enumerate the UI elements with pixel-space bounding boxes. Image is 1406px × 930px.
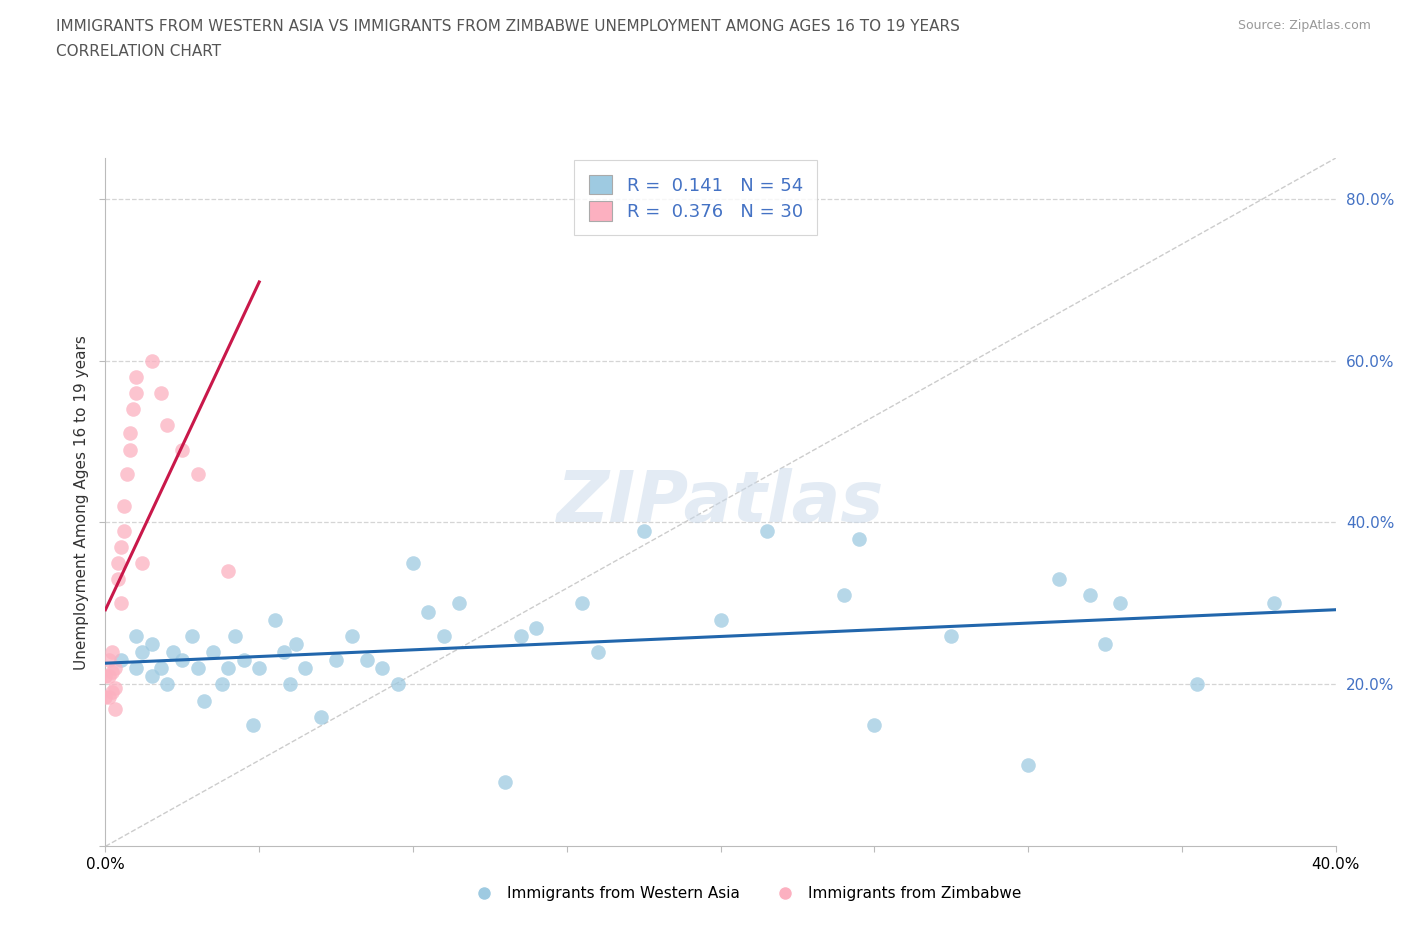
Text: Source: ZipAtlas.com: Source: ZipAtlas.com <box>1237 19 1371 32</box>
Point <box>125 385 148 400</box>
Point <box>387 677 409 692</box>
Point <box>125 660 148 675</box>
Point <box>494 774 516 789</box>
Point <box>218 660 240 675</box>
Text: IMMIGRANTS FROM WESTERN ASIA VS IMMIGRANTS FROM ZIMBABWE UNEMPLOYMENT AMONG AGES: IMMIGRANTS FROM WESTERN ASIA VS IMMIGRAN… <box>56 19 960 33</box>
Y-axis label: Unemployment Among Ages 16 to 19 years: Unemployment Among Ages 16 to 19 years <box>73 335 89 670</box>
Point <box>131 555 153 570</box>
Point <box>110 539 132 554</box>
Point <box>120 426 141 441</box>
Point <box>149 660 172 675</box>
Point <box>107 572 129 587</box>
Point <box>1017 758 1039 773</box>
Point <box>187 467 209 482</box>
Point <box>242 717 264 732</box>
Point <box>863 717 886 732</box>
Point <box>1263 596 1285 611</box>
Point <box>524 620 547 635</box>
Point <box>509 629 531 644</box>
Point <box>571 596 593 611</box>
Point <box>1078 588 1101 603</box>
Point <box>402 555 425 570</box>
Legend: Immigrants from Western Asia, Immigrants from Zimbabwe: Immigrants from Western Asia, Immigrants… <box>463 881 1028 908</box>
Point <box>104 681 127 696</box>
Point <box>848 531 870 546</box>
Point <box>433 629 456 644</box>
Point <box>755 523 778 538</box>
Point <box>104 660 127 675</box>
Point <box>97 669 120 684</box>
Point <box>273 644 295 659</box>
Point <box>131 644 153 659</box>
Text: CORRELATION CHART: CORRELATION CHART <box>56 44 221 59</box>
Point <box>97 653 120 668</box>
Point <box>100 665 122 680</box>
Point <box>232 653 254 668</box>
Point <box>100 644 122 659</box>
Point <box>1109 596 1132 611</box>
Point <box>263 612 285 627</box>
Point <box>247 660 270 675</box>
Point <box>94 669 117 684</box>
Point <box>94 689 117 704</box>
Point <box>224 629 246 644</box>
Point <box>187 660 209 675</box>
Point <box>115 467 138 482</box>
Point <box>104 701 127 716</box>
Point <box>120 442 141 457</box>
Point <box>112 498 135 513</box>
Point <box>941 629 963 644</box>
Point <box>156 677 179 692</box>
Text: ZIPatlas: ZIPatlas <box>557 468 884 537</box>
Point <box>172 653 194 668</box>
Point <box>141 636 163 651</box>
Point <box>110 653 132 668</box>
Point <box>149 385 172 400</box>
Point <box>125 629 148 644</box>
Point <box>180 629 202 644</box>
Point <box>832 588 855 603</box>
Point <box>356 653 378 668</box>
Point <box>112 523 135 538</box>
Point <box>309 710 332 724</box>
Point <box>710 612 733 627</box>
Point <box>278 677 301 692</box>
Point <box>125 369 148 384</box>
Point <box>110 596 132 611</box>
Point <box>1094 636 1116 651</box>
Point <box>156 418 179 432</box>
Point <box>141 669 163 684</box>
Point <box>122 402 145 417</box>
Point <box>172 442 194 457</box>
Point <box>1047 572 1070 587</box>
Point <box>202 644 225 659</box>
Point <box>340 629 363 644</box>
Point <box>294 660 316 675</box>
Point <box>218 564 240 578</box>
Point <box>418 604 440 619</box>
Point <box>100 685 122 700</box>
Point <box>107 555 129 570</box>
Point <box>1187 677 1209 692</box>
Point <box>211 677 233 692</box>
Point <box>285 636 308 651</box>
Point <box>193 693 215 708</box>
Point <box>162 644 184 659</box>
Point <box>325 653 347 668</box>
Point <box>141 353 163 368</box>
Point <box>449 596 471 611</box>
Point <box>586 644 609 659</box>
Point <box>633 523 655 538</box>
Point <box>371 660 394 675</box>
Point <box>97 689 120 704</box>
